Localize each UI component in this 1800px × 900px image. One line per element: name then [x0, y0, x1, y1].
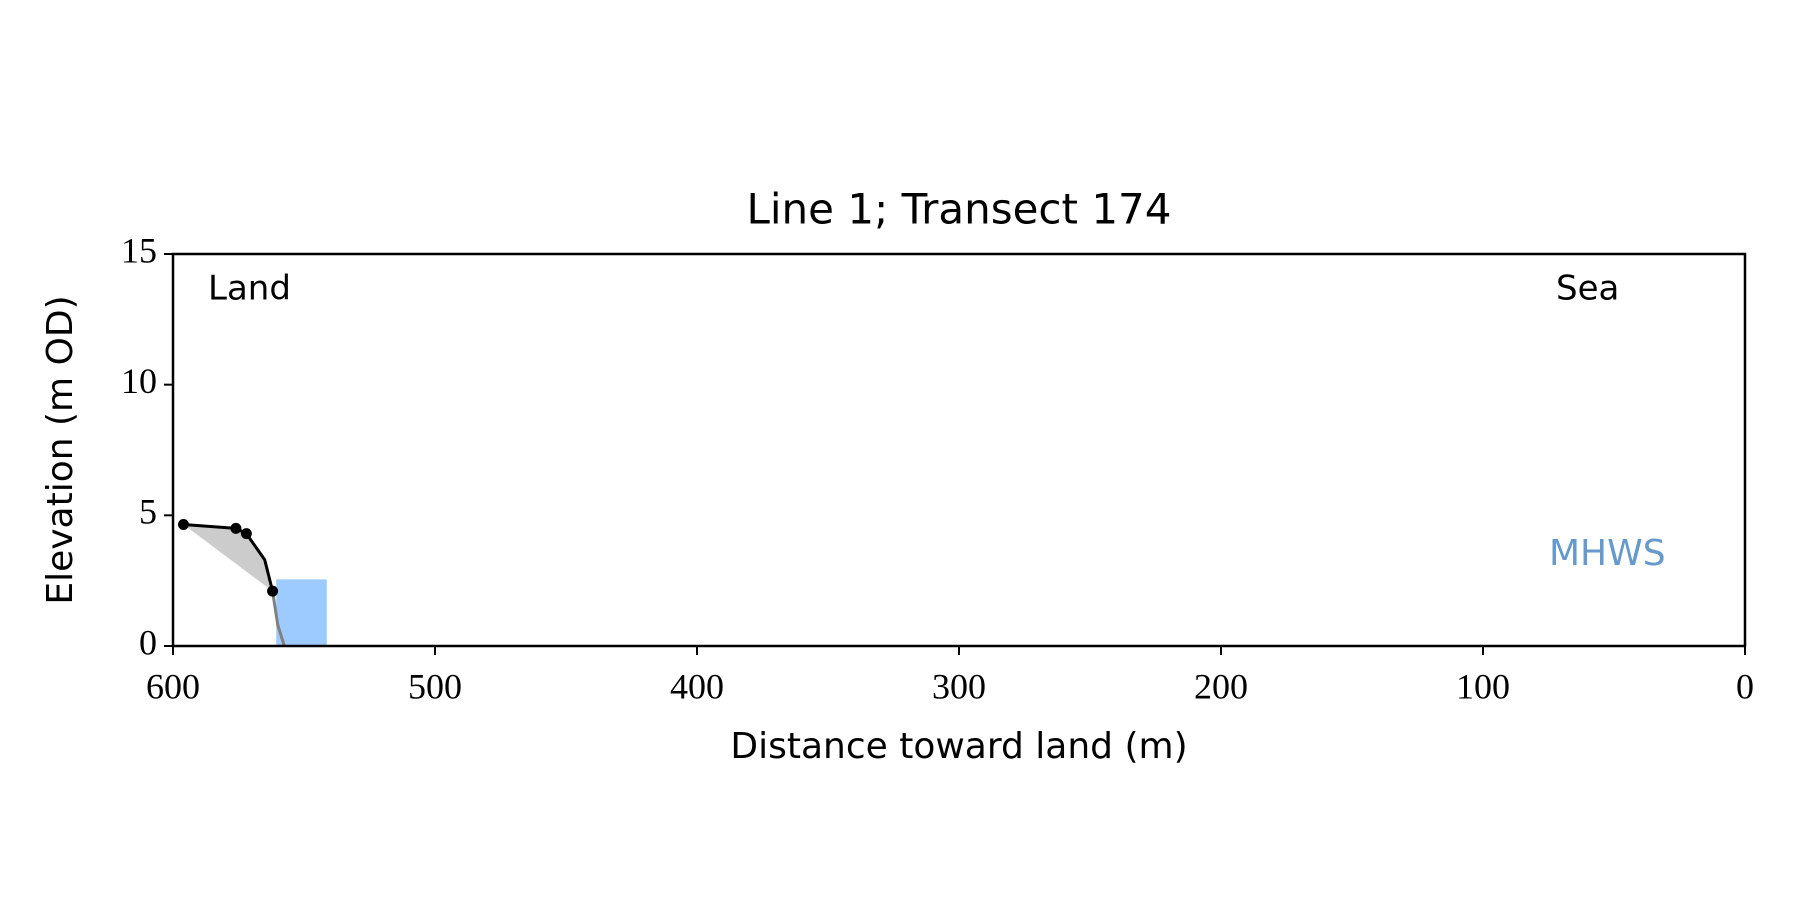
- x-tick-label: 400: [670, 666, 724, 706]
- x-tick-label: 600: [146, 666, 200, 706]
- y-axis-label: Elevation (m OD): [40, 295, 81, 604]
- x-axis-label: Distance toward land (m): [730, 726, 1187, 767]
- profile-line: [271, 590, 286, 647]
- profile-area: [183, 524, 273, 592]
- sea-annotation: Sea: [1556, 269, 1619, 309]
- y-tick-label: 0: [139, 622, 157, 662]
- x-tick-label: 500: [408, 666, 462, 706]
- land-annotation: Land: [208, 269, 291, 309]
- profile-point: [177, 518, 189, 530]
- x-tick-label: 300: [932, 666, 986, 706]
- profile-point: [230, 522, 242, 534]
- mhws-label: MHWS: [1549, 533, 1666, 574]
- x-tick-label: 200: [1194, 666, 1248, 706]
- profile-point: [267, 585, 279, 597]
- plot-frame: [171, 252, 1747, 648]
- y-tick-label: 10: [121, 361, 157, 401]
- x-tick-label: 100: [1456, 666, 1510, 706]
- x-tick-label: 0: [1736, 666, 1754, 706]
- y-tick-label: 15: [121, 230, 157, 270]
- profile-point: [240, 528, 252, 540]
- chart-title: Line 1; Transect 174: [746, 185, 1171, 234]
- mhws-band: [276, 579, 327, 646]
- y-tick-label: 5: [139, 492, 157, 532]
